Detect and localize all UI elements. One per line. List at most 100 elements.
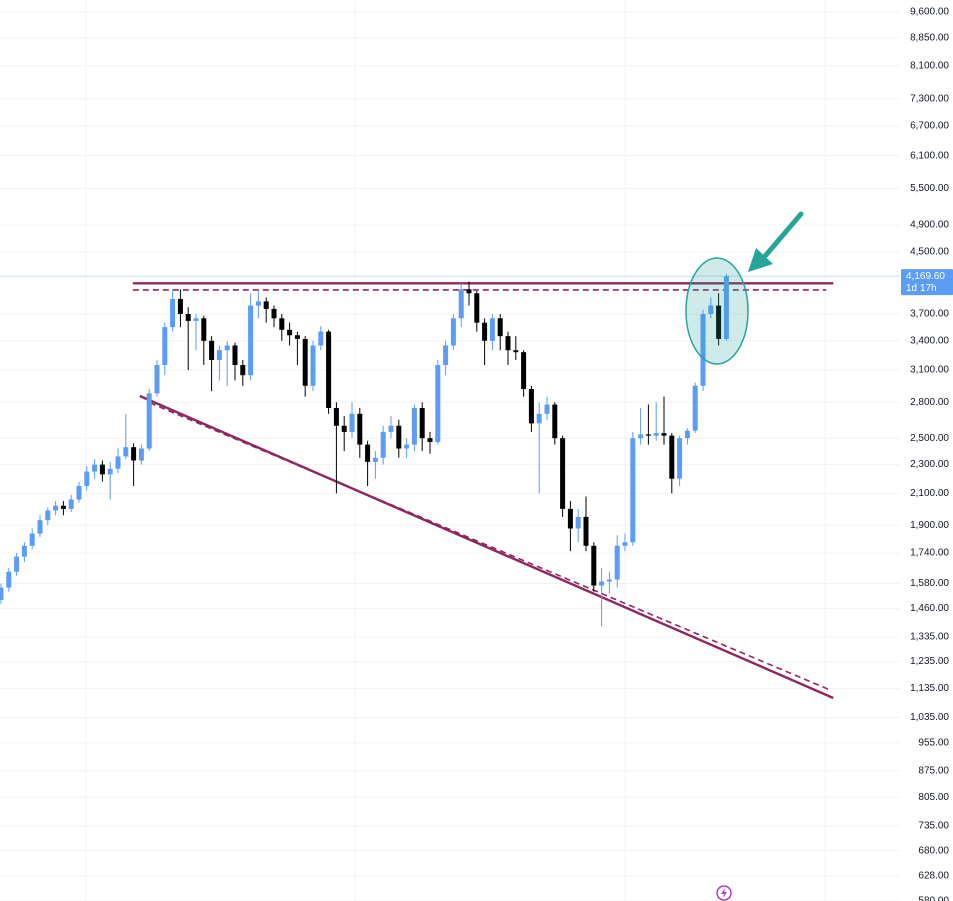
candle-body: [365, 444, 371, 462]
candle-body: [630, 438, 636, 543]
y-tick-label: 8,850.00: [910, 32, 949, 43]
y-tick-label: 3,700.00: [910, 309, 949, 320]
candle-body: [21, 545, 27, 557]
candle-body: [653, 433, 659, 436]
candle-body: [131, 447, 137, 461]
candle-body: [318, 331, 324, 346]
trendline: [139, 394, 834, 700]
y-tick-label: 7,300.00: [910, 93, 949, 104]
candle-body: [6, 571, 12, 588]
candle-body: [263, 301, 269, 309]
arrow-shaft: [757, 211, 804, 265]
candle-body: [583, 516, 589, 546]
candle-body: [170, 298, 176, 328]
candle-body: [255, 301, 261, 306]
candle-body: [146, 393, 152, 449]
candle-body: [435, 364, 441, 443]
y-tick-label: 1,035.00: [910, 712, 949, 723]
candle-body: [567, 508, 573, 529]
candle-body: [193, 318, 199, 321]
candle-body: [513, 350, 519, 353]
candle-body: [575, 516, 581, 529]
y-tick-label: 735.00: [918, 821, 949, 832]
y-tick-label: 4,900.00: [910, 220, 949, 231]
y-tick-label: 6,700.00: [910, 121, 949, 132]
y-tick-label: 628.00: [918, 870, 949, 881]
candle-body: [474, 293, 480, 323]
y-tick-label: 1,460.00: [910, 603, 949, 614]
y-tick-label: 1,900.00: [910, 520, 949, 531]
candles: [0, 273, 729, 627]
candle-body: [692, 385, 698, 431]
candle-body: [341, 425, 347, 432]
y-tick-label: 9,600.00: [910, 7, 949, 18]
candle-body: [552, 404, 558, 439]
candle-body: [224, 345, 230, 351]
candle-body: [99, 464, 105, 475]
candle-body: [302, 338, 308, 386]
candle-body: [536, 413, 542, 424]
candle-body: [29, 533, 35, 546]
y-tick-label: 805.00: [918, 792, 949, 803]
candle-body: [622, 542, 628, 546]
candle-body: [396, 425, 402, 449]
trendlines: [0, 275, 900, 700]
y-tick-label: 3,400.00: [910, 335, 949, 346]
y-tick-label: 1,740.00: [910, 548, 949, 559]
candle-body: [708, 305, 714, 315]
candle-body: [326, 331, 332, 408]
candle-body: [482, 322, 488, 341]
candle-body: [37, 520, 43, 534]
vertical-grid: [85, 0, 826, 901]
candle-body: [177, 298, 183, 315]
candle-body: [84, 471, 90, 486]
candle-body: [287, 329, 293, 336]
candle-body: [333, 407, 339, 426]
candle-body: [76, 485, 82, 500]
candle-body: [443, 345, 449, 365]
candle-body: [0, 587, 4, 601]
candle-body: [279, 318, 285, 330]
candle-body: [404, 444, 410, 449]
candle-body: [700, 314, 706, 386]
icon-bolt: [721, 888, 727, 898]
candle-body: [427, 438, 433, 443]
y-tick-label: 2,500.00: [910, 433, 949, 444]
candle-body: [458, 289, 464, 319]
candle-body: [489, 318, 495, 341]
price-axis: 9,600.00 8,850.00 8,100.00 7,300.00 6,700.00…: [901, 7, 953, 901]
candle-body: [185, 314, 191, 321]
last-price-box: [901, 269, 953, 296]
arrow-head: [748, 248, 773, 272]
y-tick-label: 1,135.00: [910, 683, 949, 694]
candle-body: [411, 407, 417, 445]
last-price-label: 4,169.60: [906, 271, 945, 282]
candle-body: [684, 430, 690, 439]
candle-body: [92, 464, 98, 472]
candle-body: [606, 579, 612, 582]
candle-body: [349, 413, 355, 432]
candle-body: [14, 556, 20, 572]
trendline: [149, 402, 831, 691]
logo-icon: [716, 885, 732, 901]
candle-body: [560, 438, 566, 509]
candle-body: [661, 433, 667, 436]
candle-body: [544, 404, 550, 414]
y-tick-label: 2,100.00: [910, 488, 949, 499]
candle-body: [310, 345, 316, 386]
arrow: [748, 211, 804, 272]
y-tick-label: 2,300.00: [910, 459, 949, 470]
candle-body: [591, 545, 597, 586]
y-tick-label: 3,100.00: [910, 365, 949, 376]
candle-body: [240, 364, 246, 376]
candle-body: [638, 434, 644, 439]
candle-body: [45, 510, 51, 521]
candle-body: [154, 364, 160, 394]
candle-body: [528, 388, 534, 424]
candle-body: [645, 434, 651, 436]
candle-body: [271, 308, 277, 319]
candle-body: [599, 581, 605, 586]
y-tick-label: 1,335.00: [910, 632, 949, 643]
